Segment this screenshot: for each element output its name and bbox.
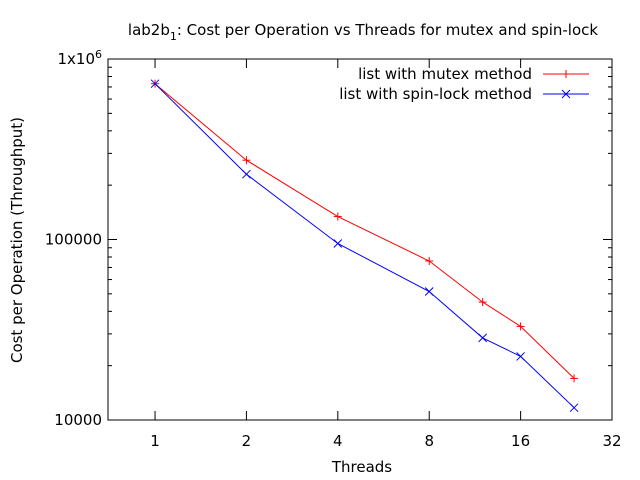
data-point (150, 79, 160, 89)
x-tick-label: 2 (242, 432, 252, 450)
y-tick-label: 1x106 (57, 48, 102, 68)
data-point (425, 257, 434, 266)
data-point (562, 70, 570, 78)
x-tick-label: 16 (511, 432, 530, 450)
data-point (424, 287, 434, 296)
data-point (516, 352, 525, 361)
data-point (478, 298, 487, 307)
x-tick-label: 4 (333, 432, 343, 450)
data-point (333, 212, 342, 221)
chart-title-rest: : Cost per Operation vs Threads for mute… (177, 21, 599, 39)
series-1 (151, 79, 579, 383)
legend-item: list with mutex method (358, 65, 589, 83)
y-axis-label: Cost per Operation (Throughput) (8, 117, 26, 363)
chart-title-main: lab2b (128, 21, 170, 39)
series-2 (150, 79, 579, 413)
series-line (154, 83, 575, 409)
data-point (478, 333, 488, 343)
x-tick-label: 32 (602, 432, 621, 450)
series-line (154, 83, 575, 379)
data-point (570, 374, 579, 383)
legend-item: list with spin-lock method (339, 85, 589, 103)
data-point (516, 322, 525, 331)
x-tick-label: 8 (424, 432, 434, 450)
series-layer (150, 79, 579, 413)
chart-title-subscript: 1 (170, 30, 177, 43)
y-tick-label: 100000 (45, 231, 102, 249)
plot-frame (107, 58, 613, 421)
x-axis-label: Threads (331, 458, 392, 476)
legend-label: list with mutex method (358, 65, 532, 83)
axis-ticks: 1 2 4 8 16 32 10000 100000 1x106 (45, 48, 622, 450)
data-point (333, 239, 343, 248)
data-point (561, 89, 571, 99)
chart-title: lab2b1: Cost per Operation vs Threads fo… (128, 21, 598, 43)
y-tick-label: 10000 (54, 411, 102, 429)
data-point (569, 403, 579, 413)
legend: list with mutex method list with spin-loc… (339, 65, 589, 103)
x-tick-label: 1 (150, 432, 160, 450)
legend-label: list with spin-lock method (339, 85, 532, 103)
data-point (242, 169, 251, 179)
data-point (242, 156, 251, 165)
